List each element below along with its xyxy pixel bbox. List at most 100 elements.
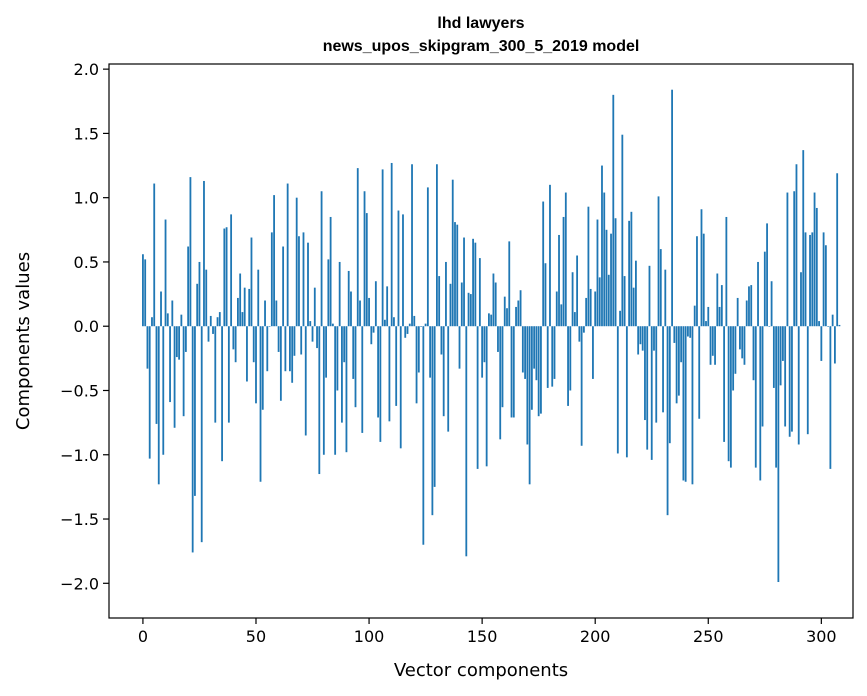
bar: [732, 326, 735, 391]
bar: [560, 304, 563, 327]
bar: [777, 326, 780, 583]
bar: [250, 237, 253, 327]
bar: [153, 183, 156, 327]
bar: [196, 283, 199, 327]
bar: [490, 314, 493, 327]
bar: [596, 219, 599, 327]
bar: [612, 94, 615, 327]
bar: [264, 300, 266, 327]
bar: [311, 326, 314, 342]
bar: [689, 326, 692, 338]
bar: [700, 209, 703, 327]
bar: [329, 216, 332, 327]
bar: [404, 326, 407, 338]
bar: [540, 326, 542, 414]
bar: [677, 326, 680, 396]
bar: [750, 285, 753, 327]
bar: [725, 216, 728, 327]
bar: [178, 326, 181, 360]
bar: [793, 191, 796, 327]
bar: [551, 326, 554, 387]
bar: [313, 287, 316, 327]
bar: [587, 206, 590, 327]
bar: [302, 232, 305, 327]
bar: [671, 89, 673, 327]
bar: [702, 233, 705, 327]
bar: [598, 277, 601, 327]
bar: [675, 326, 678, 404]
bar: [483, 326, 486, 363]
bar: [291, 326, 294, 383]
bar: [476, 326, 479, 469]
bar: [212, 326, 214, 334]
bar: [666, 326, 669, 516]
x-tick-label: 150: [467, 627, 498, 646]
bar: [603, 192, 606, 327]
y-tick-label: −0.5: [60, 381, 99, 400]
bar: [327, 259, 330, 327]
bar: [797, 326, 800, 445]
bar: [458, 326, 461, 369]
bar: [395, 326, 398, 406]
bar: [320, 191, 323, 327]
bar: [628, 220, 631, 327]
bar: [325, 326, 327, 378]
bar: [657, 196, 660, 327]
bar: [449, 283, 452, 327]
bar: [770, 281, 773, 327]
bar: [268, 326, 271, 327]
chart-title: lhd lawyers: [437, 15, 524, 32]
x-tick-label: 100: [354, 627, 385, 646]
bar: [241, 312, 244, 327]
bar: [646, 326, 649, 450]
bar: [709, 326, 712, 365]
bar: [232, 326, 235, 350]
bar: [270, 232, 273, 327]
bar: [451, 179, 454, 327]
bar: [806, 326, 809, 435]
bar: [175, 326, 178, 358]
bar: [761, 326, 764, 427]
bar: [209, 315, 212, 327]
y-tick-label: −1.5: [60, 510, 99, 529]
x-axis-label: Vector components: [394, 660, 568, 681]
bar: [216, 317, 219, 327]
bar: [162, 326, 165, 455]
bar: [368, 297, 370, 327]
bar: [307, 242, 309, 327]
bar: [567, 326, 569, 406]
bar: [465, 326, 468, 557]
bar: [372, 326, 375, 333]
bar: [279, 326, 282, 401]
bar: [442, 326, 445, 417]
bar: [259, 326, 262, 482]
bar: [802, 150, 805, 327]
bar: [739, 326, 741, 350]
bar: [571, 272, 574, 327]
bar: [379, 326, 382, 442]
bar: [555, 291, 558, 327]
bar: [836, 173, 839, 327]
bar: [338, 261, 341, 327]
bar: [275, 300, 278, 327]
bar: [164, 219, 167, 327]
bar: [829, 326, 832, 469]
bar: [757, 261, 759, 327]
bar: [526, 326, 529, 445]
y-tick-label: 1.5: [74, 124, 99, 143]
bar: [336, 326, 339, 391]
bar: [499, 326, 502, 440]
bar: [564, 192, 567, 327]
bar: [383, 319, 386, 327]
bar: [822, 232, 825, 327]
bar: [800, 272, 802, 327]
bar: [171, 300, 174, 327]
bar: [517, 300, 520, 327]
bar: [485, 326, 488, 467]
bar: [433, 326, 436, 487]
bar: [361, 326, 364, 433]
bars-group: [142, 89, 841, 583]
bar: [786, 192, 789, 327]
bar: [734, 326, 737, 374]
bar: [189, 177, 192, 327]
